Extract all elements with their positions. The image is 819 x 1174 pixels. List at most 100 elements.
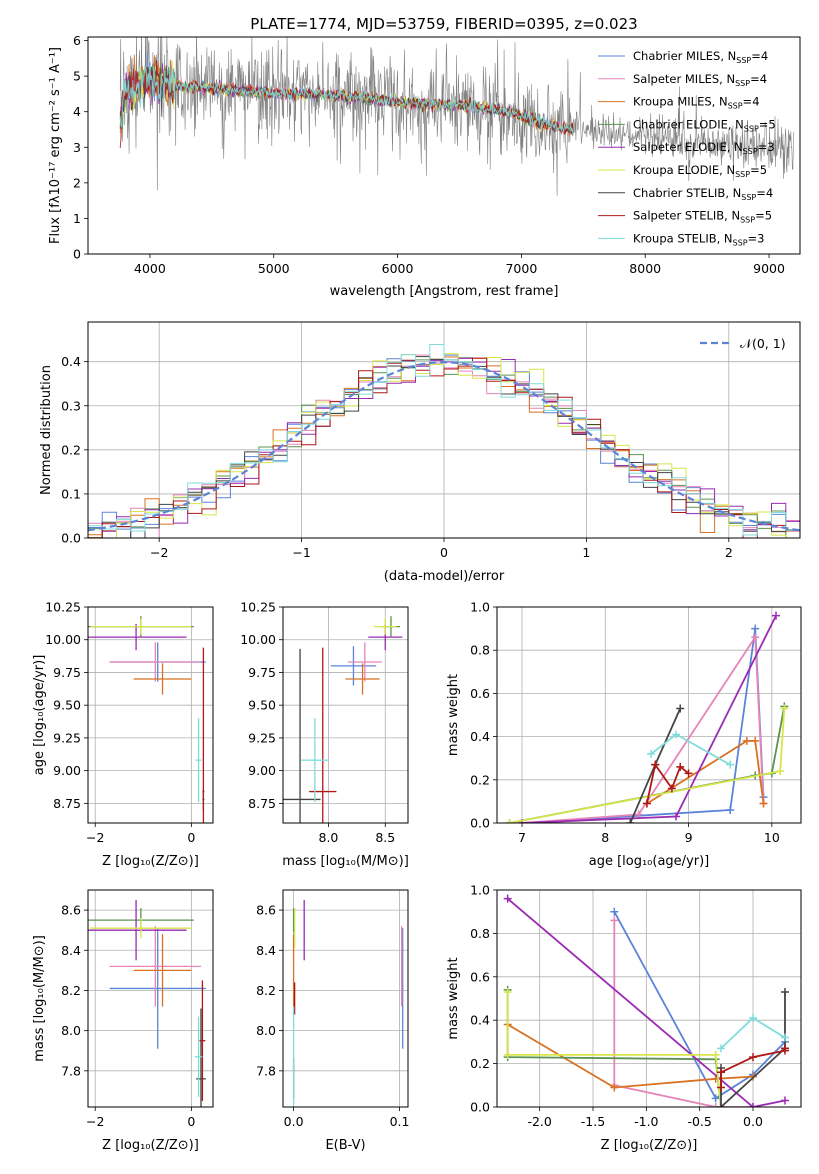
weight_vs_age-frame bbox=[496, 606, 802, 824]
residuals-xtick-label: −2 bbox=[150, 545, 168, 560]
legend-nssp: , N bbox=[719, 72, 735, 86]
residuals-ytick-label: 0.0 bbox=[61, 531, 81, 546]
mass_vs_Z-xtick-label: 0 bbox=[187, 1114, 195, 1129]
weight-point-marker bbox=[772, 611, 781, 620]
histogram-step bbox=[88, 357, 800, 538]
weight-point-marker bbox=[717, 1103, 725, 1107]
age_vs_Z-frame bbox=[87, 606, 214, 824]
spectrum-model-line bbox=[119, 64, 574, 134]
mass_vs_Z-ytick-label: 8.6 bbox=[61, 903, 81, 918]
spectrum-ytick-label: 3 bbox=[73, 140, 81, 155]
legend-entry: Chabrier STELIB, NSSP=4 bbox=[633, 186, 773, 202]
weight-point-marker bbox=[634, 810, 643, 819]
legend-model-name: Salpeter MILES bbox=[633, 72, 719, 86]
weight-point-marker bbox=[676, 704, 685, 713]
weight_vs_age-ytick-label: 0.6 bbox=[470, 686, 490, 701]
weight-point-marker bbox=[503, 987, 512, 996]
age_vs_Z-plot bbox=[88, 616, 206, 823]
legend-nssp-sub: SSP bbox=[743, 147, 758, 156]
weight-point-marker bbox=[642, 799, 651, 808]
age_vs_Z-xlabel: Z [log₁₀(Z/Z⊙)] bbox=[102, 854, 199, 869]
legend-nssp: , N bbox=[724, 209, 740, 223]
weight_vs_Z-xtick-label: -2.0 bbox=[527, 1114, 551, 1129]
age_vs_mass-xlabel: mass [log₁₀(M/M⊙)] bbox=[282, 854, 409, 869]
legend-nssp-value: 4 bbox=[761, 49, 768, 63]
legend-nssp-eq: = bbox=[755, 209, 765, 223]
age_vs_Z-ytick-label: 9.75 bbox=[53, 665, 81, 680]
weight-point-marker bbox=[610, 1083, 619, 1092]
legend-entry: Kroupa MILES, NSSP=4 bbox=[633, 95, 760, 111]
weight-series-line bbox=[613, 920, 753, 1107]
mass_vs_EBV-frame bbox=[282, 889, 409, 1108]
legend-nssp-value: 3 bbox=[757, 231, 764, 245]
residuals-ytick-label: 0.1 bbox=[61, 486, 81, 501]
weight_vs_Z-ytick-label: 0.0 bbox=[470, 1100, 490, 1115]
weight-point-marker bbox=[672, 812, 681, 821]
mass_vs_EBV-ytick-label: 8.6 bbox=[256, 903, 276, 918]
age_vs_mass-frame bbox=[282, 606, 409, 824]
residuals-ytick-label: 0.4 bbox=[61, 354, 81, 369]
weight_vs_age-plot bbox=[505, 611, 789, 823]
weight-point-marker bbox=[749, 1014, 757, 1023]
legend-entry: Kroupa STELIB, NSSP=3 bbox=[633, 231, 765, 247]
weight_vs_age-xtick-label: 7 bbox=[518, 830, 526, 845]
legend-nssp-eq: = bbox=[750, 72, 760, 86]
legend-nssp-sub: SSP bbox=[744, 124, 759, 133]
spectrum-frame bbox=[87, 36, 801, 255]
weight-point-marker bbox=[776, 767, 785, 776]
residuals-xtick-label: 2 bbox=[725, 545, 733, 560]
legend-nssp-value: 3 bbox=[767, 140, 774, 154]
weight-point-marker bbox=[647, 749, 656, 758]
spectrum-data-line bbox=[119, 37, 795, 196]
mass_vs_EBV-axes: 0.0 0.1 7.8 8.0 8.2 8.4 8.6 E(B-V) bbox=[256, 889, 409, 1153]
spectrum-ytick-label: 1 bbox=[73, 211, 81, 226]
legend-nssp-eq: = bbox=[743, 95, 753, 109]
age_vs_mass-axes: 8.0 8.5 8.75 9.00 9.25 9.50 9.75 10.00 10.25 mass… bbox=[240, 600, 409, 870]
mass_vs_Z-ylabel: mass [log₁₀(M/M⊙)] bbox=[32, 935, 47, 1062]
weight-point-marker bbox=[503, 1050, 512, 1059]
mass_vs_Z-frame bbox=[87, 889, 214, 1108]
mass_vs_Z-xtick-label: −2 bbox=[86, 1114, 104, 1129]
legend-nssp-eq: = bbox=[750, 163, 760, 177]
mass_vs_EBV-ytick-label: 8.2 bbox=[256, 983, 276, 998]
legend-model-name: Chabrier MILES bbox=[633, 49, 720, 63]
weight-point-marker bbox=[626, 819, 635, 823]
residuals-ytick-label: 0.2 bbox=[61, 442, 81, 457]
legend-nssp-sub: SSP bbox=[741, 193, 756, 202]
weight-point-marker bbox=[711, 1103, 720, 1107]
weight-series-line bbox=[506, 992, 722, 1107]
weight_vs_Z-ytick-label: 0.4 bbox=[470, 1013, 490, 1028]
age_vs_mass-xtick-label: 8.0 bbox=[319, 830, 339, 845]
mass_vs_EBV-ytick-label: 8.4 bbox=[256, 943, 276, 958]
weight_vs_Z-frame bbox=[496, 889, 802, 1108]
weight-point-marker bbox=[717, 1068, 725, 1077]
mass_vs_Z-axes: −2 0 7.8 8.0 8.2 8.4 8.6 Z [log₁₀(Z/Z⊙)] mass [l… bbox=[32, 889, 214, 1153]
legend-model-name: Kroupa ELODIE bbox=[633, 163, 719, 177]
weight-point-marker bbox=[751, 633, 760, 642]
weight-point-marker bbox=[780, 704, 789, 713]
legend-nssp-eq: = bbox=[758, 140, 768, 154]
spectrum-ytick-label: 0 bbox=[73, 247, 81, 262]
weight_vs_Z-ytick-label: 0.6 bbox=[470, 969, 490, 984]
weight-point-marker bbox=[726, 806, 735, 815]
weight_vs_Z-xtick-label: -0.5 bbox=[687, 1114, 711, 1129]
spectrum-ytick-label: 2 bbox=[73, 175, 81, 190]
weight-point-marker bbox=[751, 624, 760, 633]
histogram-step bbox=[88, 344, 800, 536]
legend-nssp: , N bbox=[725, 186, 741, 200]
weight_vs_age-ytick-label: 0.4 bbox=[470, 729, 490, 744]
legend-model-name: Chabrier STELIB bbox=[633, 186, 725, 200]
age_vs_mass-plot bbox=[283, 616, 403, 823]
spectrum-xtick-label: 9000 bbox=[753, 261, 785, 276]
legend-nssp-eq: = bbox=[756, 186, 766, 200]
spectrum-xtick-label: 5000 bbox=[258, 261, 290, 276]
mass_vs_EBV-ytick-label: 7.8 bbox=[256, 1063, 276, 1078]
mass_vs_EBV-plot bbox=[292, 900, 404, 1107]
legend-nssp: , N bbox=[717, 231, 733, 245]
weight-point-marker bbox=[749, 1103, 757, 1107]
weight-point-marker bbox=[610, 916, 619, 925]
spectrum-ytick-label: 4 bbox=[73, 104, 81, 119]
legend-nssp-sub: SSP bbox=[736, 56, 751, 65]
weight-series-line bbox=[650, 733, 731, 766]
